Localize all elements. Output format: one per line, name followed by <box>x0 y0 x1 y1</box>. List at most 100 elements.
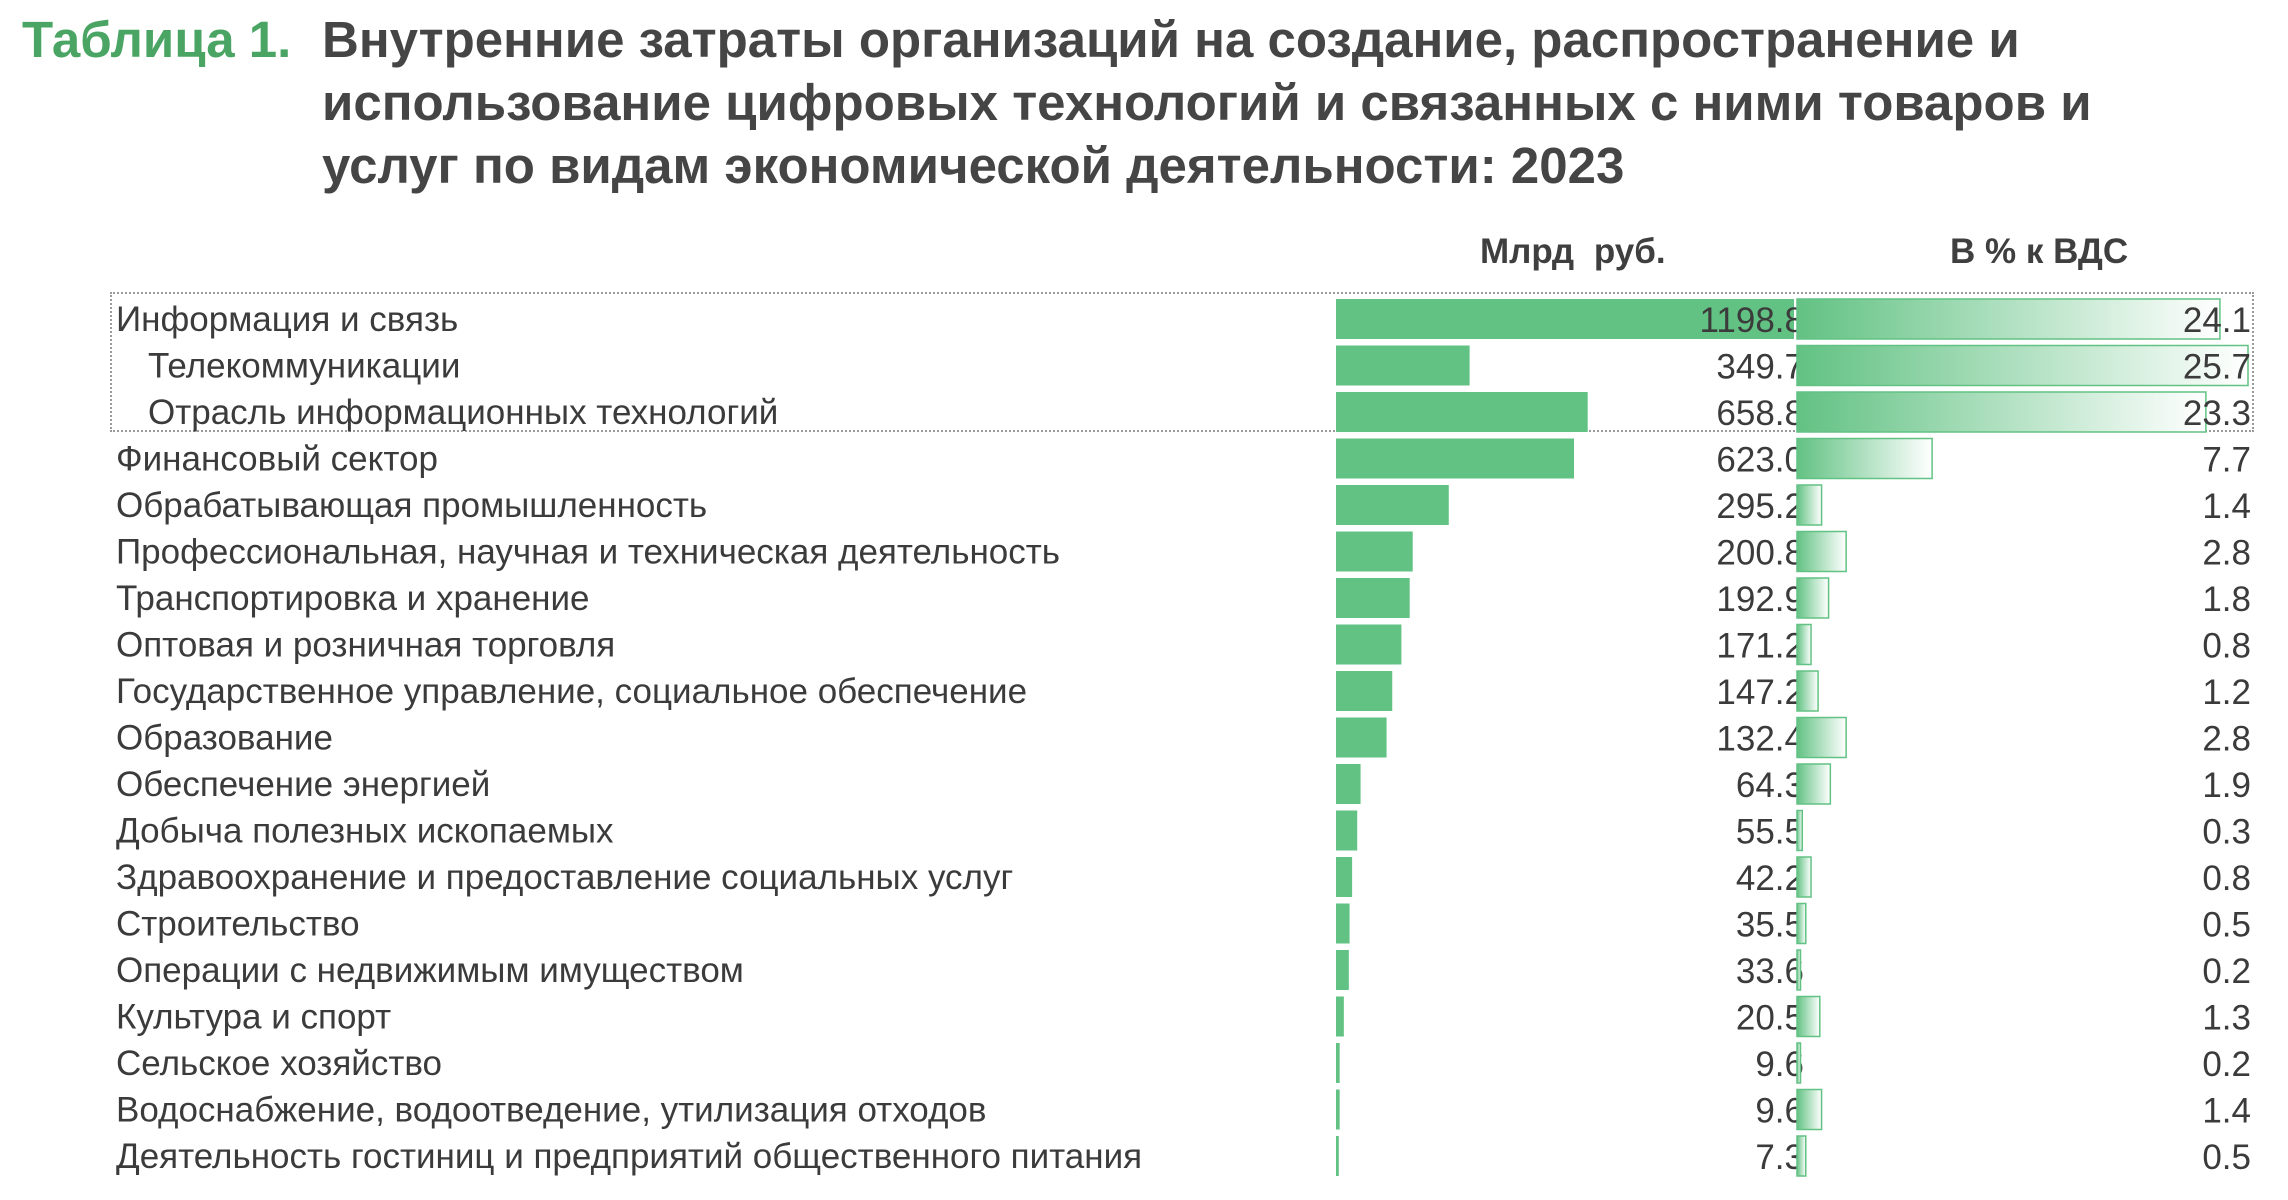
value-label-percent-gva: 24.1 <box>2183 301 2251 340</box>
bar-billion-rub <box>1336 950 1349 990</box>
value-label-percent-gva: 0.8 <box>2202 627 2251 666</box>
value-label-billion-rub: 1198.8 <box>1700 301 1804 340</box>
category-label: Оптовая и розничная торговля <box>116 626 615 665</box>
value-label-percent-gva: 1.3 <box>2202 999 2251 1038</box>
bar-billion-rub <box>1336 485 1449 525</box>
bar-percent-gva <box>1796 763 1832 805</box>
bar-percent-gva <box>1796 809 1804 852</box>
bar-billion-rub <box>1336 671 1393 711</box>
value-label-percent-gva: 1.2 <box>2202 673 2251 712</box>
value-label-percent-gva: 25.7 <box>2183 348 2251 387</box>
bar-percent-gva <box>1796 623 1812 666</box>
bar-percent-gva <box>1796 344 2249 387</box>
bar-percent-gva <box>1796 995 1821 1038</box>
value-label-billion-rub: 147.2 <box>1716 673 1804 712</box>
bar-percent-gva <box>1796 856 1812 898</box>
bar-percent-gva <box>1796 298 2221 340</box>
bar-percent-gva <box>1796 391 2207 433</box>
category-label: Телекоммуникации <box>148 347 460 386</box>
value-label-billion-rub: 64.3 <box>1736 766 1804 805</box>
category-label: Деятельность гостиниц и предприятий обще… <box>116 1137 1142 1176</box>
category-label: Финансовый сектор <box>116 440 438 479</box>
bar-percent-gva <box>1796 949 1802 991</box>
bar-percent-gva <box>1796 530 1847 573</box>
value-label-billion-rub: 20.5 <box>1736 999 1804 1038</box>
bar-percent-gva <box>1796 1135 1807 1177</box>
bar-percent-gva <box>1796 670 1819 712</box>
value-label-billion-rub: 349.7 <box>1716 348 1804 387</box>
value-label-percent-gva: 0.5 <box>2202 1138 2251 1177</box>
value-label-percent-gva: 1.8 <box>2202 580 2251 619</box>
bar-percent-gva <box>1796 437 1933 480</box>
category-label: Операции с недвижимым имуществом <box>116 951 744 990</box>
value-label-billion-rub: 132.4 <box>1716 720 1804 759</box>
value-label-billion-rub: 200.8 <box>1716 534 1804 573</box>
bar-billion-rub <box>1336 857 1353 897</box>
column-header-billion-rub: Млрд руб. <box>1480 232 1666 271</box>
bar-billion-rub <box>1336 903 1350 944</box>
category-label: Профессиональная, научная и техническая … <box>116 533 1060 572</box>
category-label: Строительство <box>116 905 360 944</box>
category-label: Сельское хозяйство <box>116 1044 442 1083</box>
table-number: Таблица 1. <box>22 11 292 68</box>
value-label-billion-rub: 623.0 <box>1716 441 1804 480</box>
value-label-billion-rub: 33.6 <box>1736 952 1804 991</box>
value-label-percent-gva: 0.5 <box>2202 906 2251 945</box>
bar-percent-gva <box>1796 484 1823 526</box>
column-header-percent-gva: В % к ВДС <box>1950 232 2129 271</box>
category-label: Государственное управление, социальное о… <box>116 672 1027 711</box>
category-label: Отрасль информационных технологий <box>148 393 778 432</box>
value-label-percent-gva: 0.8 <box>2202 859 2251 898</box>
value-label-billion-rub: 35.5 <box>1736 906 1804 945</box>
bar-billion-rub <box>1336 531 1413 572</box>
category-label: Транспортировка и хранение <box>116 579 590 618</box>
category-label: Водоснабжение, водоотведение, утилизация… <box>116 1091 987 1130</box>
bar-billion-rub <box>1336 578 1410 618</box>
bar-percent-gva <box>1796 716 1847 759</box>
bar-billion-rub <box>1336 299 1794 339</box>
value-label-percent-gva: 2.8 <box>2202 720 2251 759</box>
value-label-percent-gva: 1.9 <box>2202 766 2251 805</box>
bar-billion-rub <box>1336 996 1344 1037</box>
value-label-billion-rub: 658.8 <box>1716 394 1804 433</box>
bar-billion-rub <box>1336 624 1402 665</box>
value-label-percent-gva: 23.3 <box>2183 394 2251 433</box>
value-label-billion-rub: 171.2 <box>1716 627 1804 666</box>
bar-billion-rub <box>1336 717 1387 758</box>
category-label: Культура и спорт <box>116 998 391 1037</box>
ict-group-frame <box>110 292 2254 432</box>
value-label-billion-rub: 192.9 <box>1716 580 1804 619</box>
title-text: Внутренние затраты организаций на создан… <box>322 11 2092 194</box>
bar-percent-gva <box>1796 1088 1823 1131</box>
bar-billion-rub <box>1336 764 1361 804</box>
bar-billion-rub <box>1336 345 1470 386</box>
value-label-billion-rub: 7.3 <box>1755 1138 1804 1177</box>
value-label-percent-gva: 0.3 <box>2202 813 2251 852</box>
value-label-percent-gva: 0.2 <box>2202 1045 2251 1084</box>
bar-billion-rub <box>1336 810 1358 851</box>
bar-billion-rub <box>1336 392 1588 432</box>
value-label-billion-rub: 55.5 <box>1736 813 1804 852</box>
value-label-percent-gva: 0.2 <box>2202 952 2251 991</box>
bar-billion-rub <box>1336 438 1575 479</box>
category-label: Добыча полезных ископаемых <box>116 812 614 851</box>
bar-percent-gva <box>1796 1042 1802 1084</box>
category-label: Обрабатывающая промышленность <box>116 486 707 525</box>
value-label-billion-rub: 42.2 <box>1736 859 1804 898</box>
value-label-percent-gva: 1.4 <box>2202 487 2251 526</box>
category-label: Здравоохранение и предоставление социаль… <box>116 858 1013 897</box>
value-label-billion-rub: 9.6 <box>1755 1092 1804 1131</box>
value-label-percent-gva: 7.7 <box>2202 441 2251 480</box>
value-label-percent-gva: 1.4 <box>2202 1092 2251 1131</box>
bar-billion-rub <box>1336 1043 1340 1083</box>
value-label-billion-rub: 295.2 <box>1716 487 1804 526</box>
value-label-percent-gva: 2.8 <box>2202 534 2251 573</box>
value-label-billion-rub: 9.6 <box>1755 1045 1804 1084</box>
category-label: Обеспечение энергией <box>116 765 490 804</box>
bar-billion-rub <box>1336 1136 1339 1176</box>
category-label: Образование <box>116 719 333 758</box>
bar-percent-gva <box>1796 902 1807 945</box>
bar-percent-gva <box>1796 577 1830 619</box>
bar-billion-rub <box>1336 1089 1340 1130</box>
